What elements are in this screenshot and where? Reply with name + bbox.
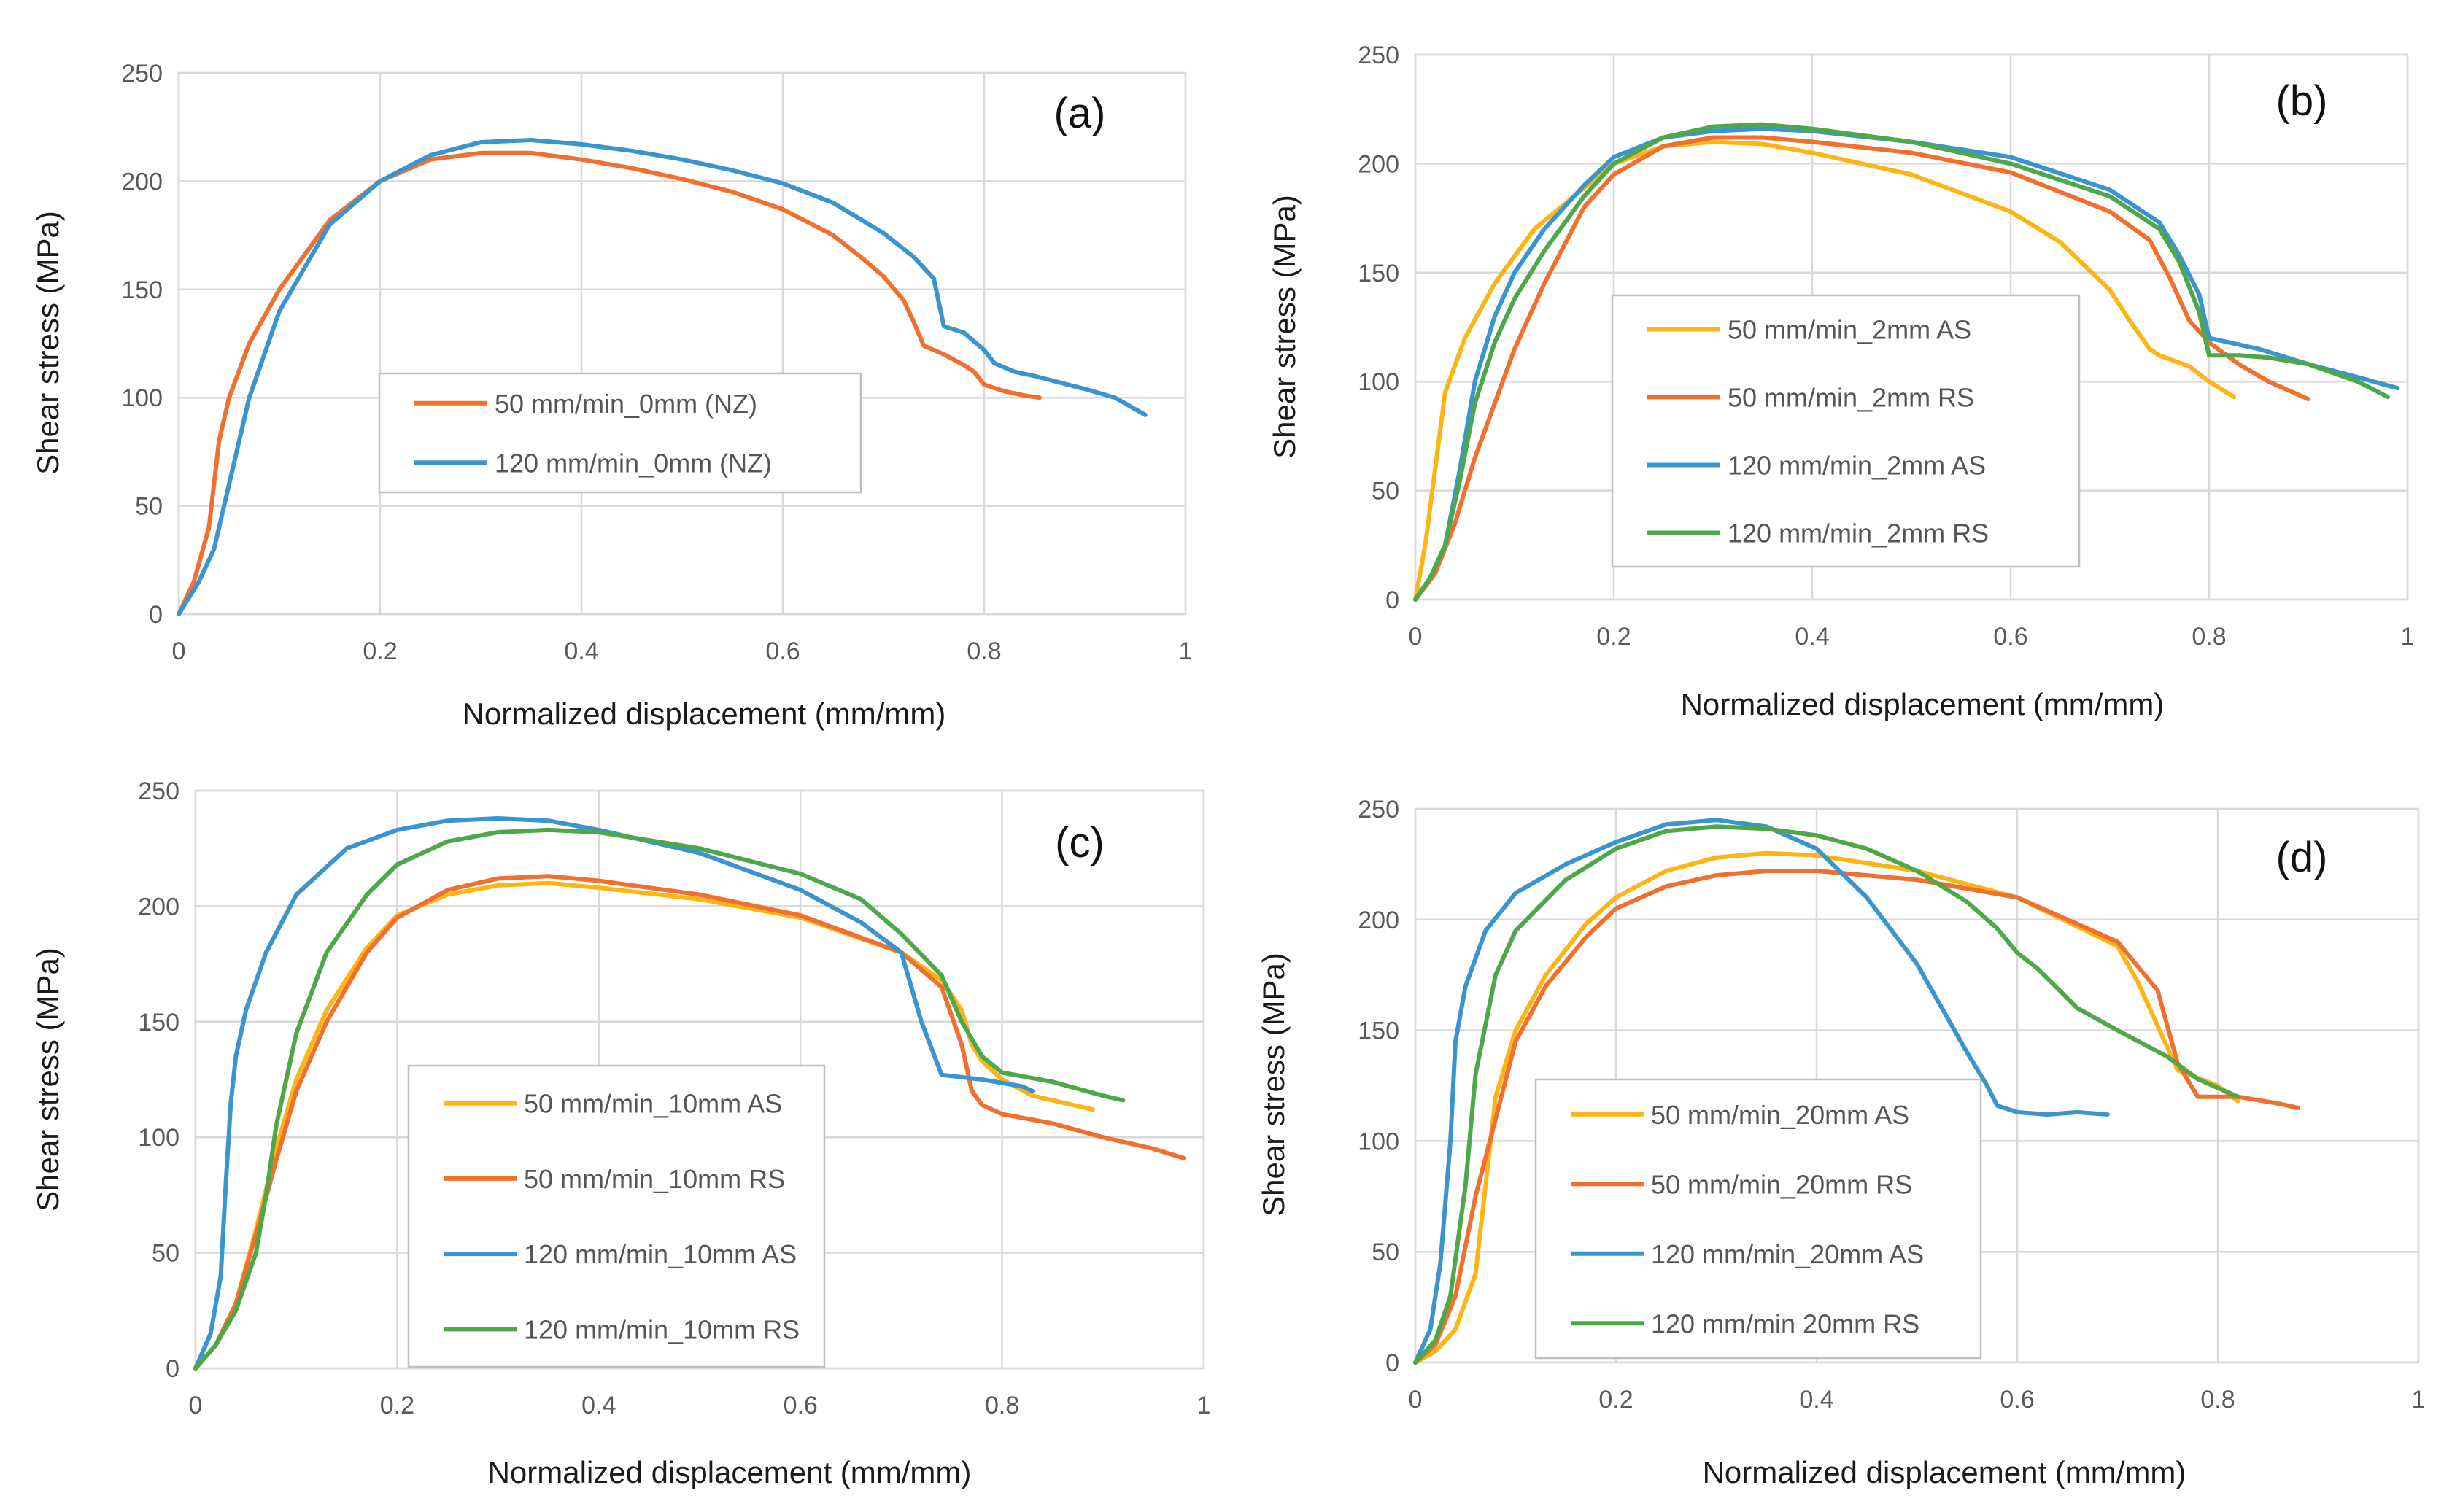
y-axis-label: Shear stress (MPa) [1256, 953, 1291, 1217]
y-tick-label: 100 [1358, 1128, 1399, 1155]
series-line-3 [1413, 818, 2110, 1365]
series-line-1 [1413, 139, 2236, 602]
x-axis-label: Normalized displacement (mm/mm) [1681, 687, 2165, 721]
series-line-4 [1413, 122, 2390, 602]
y-tick-label: 0 [1385, 1349, 1399, 1377]
x-tick-label: 0.6 [2000, 1386, 2034, 1414]
plot-area [1414, 53, 2409, 601]
x-tick-label: 0.2 [380, 1392, 414, 1419]
x-tick-label: 0.6 [1993, 623, 2027, 651]
x-tick-label: 0.2 [1598, 1386, 1633, 1414]
chart-panel-d: 0 50 100 150 200 250 0 0.2 0.4 0.6 0.8 1 Normalized … [1256, 796, 2426, 1489]
legend-label: 50 mm/min_0mm (NZ) [495, 389, 757, 419]
y-tick-label: 50 [135, 493, 163, 521]
series-line-2 [1413, 869, 2300, 1365]
panel-title: (a) [1054, 90, 1106, 137]
y-tick-label: 250 [138, 778, 179, 805]
y-tick-label: 50 [152, 1240, 179, 1268]
y-tick-label: 50 [1372, 1238, 1399, 1266]
x-tick-label: 0 [189, 1392, 203, 1419]
plot-area [1414, 807, 2420, 1364]
legend-label: 50 mm/min_10mm AS [524, 1089, 782, 1119]
legend-box [378, 372, 862, 494]
series-line-2 [1413, 135, 2310, 602]
x-tick-label: 0.6 [784, 1392, 818, 1419]
x-tick-label: 1 [2401, 623, 2415, 651]
x-tick-label: 0 [1409, 623, 1423, 651]
panel-title: (d) [2276, 834, 2328, 881]
x-axis-label: Normalized displacement (mm/mm) [1703, 1455, 2186, 1489]
x-tick-label: 0.8 [2200, 1386, 2235, 1414]
x-axis-label: Normalized displacement (mm/mm) [463, 697, 946, 731]
series-line-2 [193, 874, 1186, 1371]
series-line-1 [1413, 850, 2240, 1365]
legend-label: 50 mm/min_2mm AS [1728, 315, 1971, 345]
legend-label: 120 mm/min 20mm RS [1651, 1309, 1919, 1338]
legend-label: 50 mm/min_10mm RS [524, 1164, 785, 1194]
y-tick-label: 200 [1358, 150, 1399, 178]
series-line-3 [1413, 126, 2400, 602]
y-tick-label: 250 [1358, 796, 1399, 823]
y-tick-label: 150 [1358, 1017, 1399, 1045]
y-tick-label: 200 [138, 893, 179, 920]
x-tick-label: 0.8 [2192, 623, 2226, 651]
x-axis-label: Normalized displacement (mm/mm) [488, 1455, 972, 1489]
x-tick-label: 0.6 [765, 637, 800, 665]
x-tick-label: 0.4 [1799, 1386, 1833, 1414]
chart-panel-b: 0 50 100 150 200 250 0 0.2 0.4 0.6 0.8 1 Normalized … [1267, 42, 2415, 721]
plot-area [194, 789, 1205, 1370]
legend-label: 120 mm/min_2mm RS [1728, 519, 1989, 548]
x-tick-label: 0.2 [1596, 623, 1631, 651]
legend-label: 120 mm/min_20mm AS [1651, 1239, 1924, 1269]
legend-box [407, 1064, 826, 1368]
x-tick-label: 0.4 [581, 1392, 616, 1419]
y-tick-label: 250 [1358, 42, 1399, 69]
x-tick-label: 0.2 [363, 637, 397, 665]
series-line-2 [177, 138, 1148, 616]
x-tick-label: 0 [172, 637, 186, 665]
x-tick-label: 0.8 [967, 637, 1001, 665]
y-axis-label: Shear stress (MPa) [31, 947, 65, 1211]
x-tick-label: 0.8 [985, 1392, 1019, 1419]
panel-title: (b) [2276, 77, 2328, 125]
legend-label: 50 mm/min_2mm RS [1728, 383, 1974, 413]
y-tick-label: 150 [121, 276, 163, 304]
y-tick-label: 200 [1358, 907, 1399, 934]
y-tick-label: 150 [1358, 260, 1399, 287]
legend-label: 120 mm/min_10mm RS [524, 1314, 800, 1344]
y-tick-label: 100 [138, 1124, 179, 1152]
plot-area [177, 71, 1187, 616]
x-tick-label: 1 [2412, 1386, 2426, 1414]
y-tick-label: 0 [166, 1355, 179, 1383]
y-tick-label: 200 [121, 168, 163, 195]
y-axis-label: Shear stress (MPa) [1267, 195, 1302, 459]
legend-box [1611, 294, 2081, 568]
y-tick-label: 250 [121, 60, 163, 88]
series-line-4 [1413, 824, 2240, 1365]
series-line-3 [193, 816, 1035, 1371]
legend-label: 120 mm/min_2mm AS [1728, 451, 1986, 481]
x-tick-label: 1 [1197, 1392, 1211, 1419]
y-axis-label: Shear stress (MPa) [31, 211, 65, 475]
legend-label: 120 mm/min_10mm AS [524, 1239, 797, 1269]
x-tick-label: 0.4 [564, 637, 598, 665]
legend-label: 50 mm/min_20mm RS [1651, 1169, 1912, 1199]
chart-panel-c: 0 50 100 150 200 250 0 0.2 0.4 0.6 0.8 1 Normalized … [31, 778, 1211, 1489]
x-tick-label: 0 [1409, 1386, 1423, 1414]
chart-panel-a: 0 50 100 150 200 250 0 0.2 0.4 0.6 0.8 1 Normalized … [31, 60, 1193, 731]
y-tick-label: 150 [138, 1009, 179, 1036]
series-line-1 [177, 150, 1042, 616]
series-line-4 [193, 827, 1126, 1371]
legend-box [1534, 1078, 1982, 1360]
y-tick-label: 0 [149, 601, 163, 629]
y-tick-label: 100 [1358, 368, 1399, 396]
x-tick-label: 1 [1179, 637, 1193, 665]
x-tick-label: 0.4 [1795, 623, 1829, 651]
legend-label: 120 mm/min_0mm (NZ) [495, 448, 772, 478]
y-tick-label: 0 [1385, 586, 1399, 614]
panel-title: (c) [1055, 819, 1105, 867]
y-tick-label: 100 [121, 384, 163, 412]
legend-label: 50 mm/min_20mm AS [1651, 1100, 1909, 1130]
y-tick-label: 50 [1372, 478, 1399, 505]
